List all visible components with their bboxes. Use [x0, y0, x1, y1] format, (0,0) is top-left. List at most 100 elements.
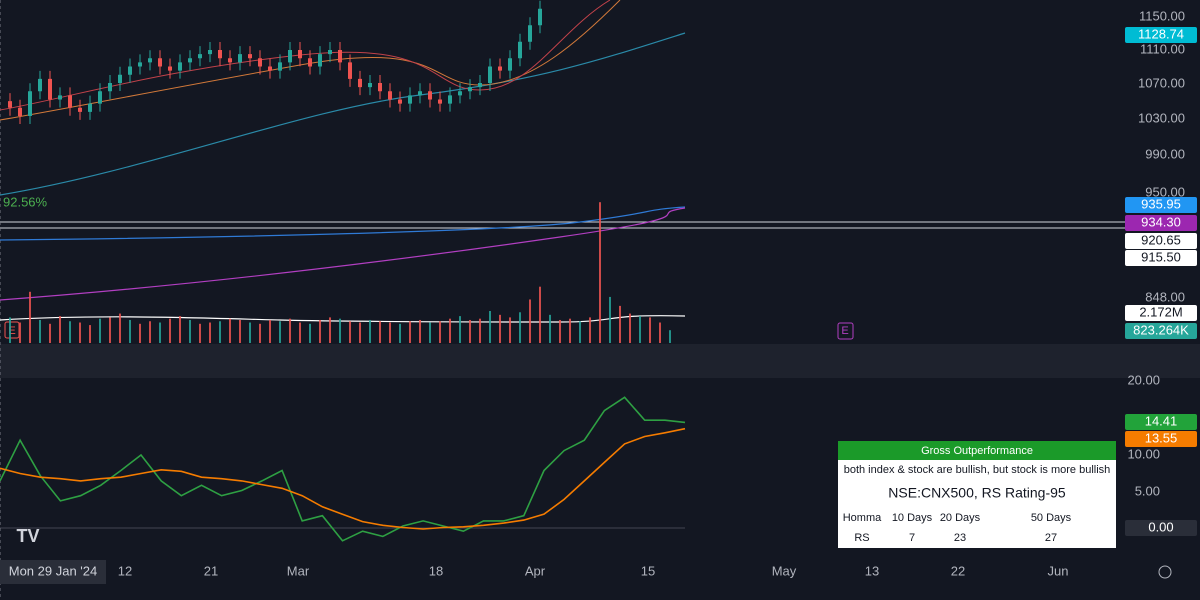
candle-body [138, 62, 142, 67]
osc-tick: 10.00 [1127, 446, 1160, 461]
table-cell: 7 [909, 532, 915, 544]
volume-bar [459, 316, 461, 343]
volume-bar [429, 322, 431, 343]
time-label: Mar [287, 563, 310, 578]
price-badge-label: 1128.74 [1138, 26, 1184, 41]
volume-bar [109, 317, 111, 343]
price-tick: 1110.00 [1140, 41, 1185, 56]
pane-separator [0, 344, 1200, 378]
candle-body [438, 99, 442, 104]
table-cell: RS [854, 532, 869, 544]
candle-body [108, 83, 112, 92]
price-badge-label: 0.00 [1148, 519, 1173, 534]
candle-body [298, 50, 302, 59]
volume-bar [599, 202, 601, 343]
candle-body [208, 50, 212, 55]
price-badge-label: 920.65 [1141, 232, 1181, 247]
candle-body [98, 91, 102, 104]
volume-bar [639, 316, 641, 343]
candle-body [128, 66, 132, 75]
price-badge-label: 823.264K [1133, 322, 1189, 337]
time-label: 13 [865, 563, 879, 578]
table-note: both index & stock are bullish, but stoc… [844, 464, 1111, 476]
volume-bar [549, 314, 551, 343]
candle-body [28, 91, 32, 116]
price-badge [1125, 250, 1197, 266]
price-badge-label: 14.41 [1145, 413, 1178, 428]
volume-bar [69, 321, 71, 343]
candle-body [358, 78, 362, 88]
volume-bar [669, 330, 671, 343]
candle-body [68, 95, 72, 108]
volume-bar [309, 323, 311, 343]
volume-bar [519, 312, 521, 343]
price-badge-label: 934.30 [1141, 214, 1181, 229]
earnings-label: E [841, 325, 848, 337]
volume-bar [49, 323, 51, 343]
candle-body [328, 50, 332, 55]
time-label: 21 [204, 563, 218, 578]
candle-body [78, 107, 82, 112]
price-badge [1125, 323, 1197, 339]
volume-bar [159, 322, 161, 343]
candle-body [508, 58, 512, 71]
candle-body [528, 25, 532, 42]
time-label: Jun [1048, 563, 1069, 578]
price-badge [1125, 431, 1197, 447]
volume-bar [629, 313, 631, 343]
volume-bar [79, 322, 81, 343]
volume-bar [149, 321, 151, 343]
cursor-date-box [0, 560, 106, 584]
candle-body [148, 58, 152, 63]
volume-bar [19, 322, 21, 343]
volume-bar [219, 321, 221, 343]
volume-bar [369, 319, 371, 343]
candle-body [318, 54, 322, 67]
price-badge-label: 2.172M [1139, 304, 1182, 319]
volume-bar [9, 317, 11, 343]
table-header-cell: 20 Days [940, 512, 981, 524]
candle-body [8, 101, 12, 108]
candle-body [58, 95, 62, 100]
time-label: Apr [525, 563, 546, 578]
volume-bar [479, 318, 481, 343]
price-tick: 950.00 [1145, 184, 1185, 199]
candle-body [218, 50, 222, 59]
volume-bar [229, 318, 231, 343]
volume-bar [169, 318, 171, 343]
volume-average [0, 315, 686, 323]
candle-body [428, 91, 432, 100]
table-title: Gross Outperformance [921, 445, 1033, 457]
moving-average [0, 32, 686, 196]
candle-body [278, 62, 282, 71]
table-header-cell: 50 Days [1031, 512, 1072, 524]
volume-bar [509, 317, 511, 343]
percent-label: 92.56% [3, 194, 48, 209]
volume-bar [499, 314, 501, 343]
volume-bar [569, 318, 571, 343]
volume-bar [589, 317, 591, 343]
price-tick: 1150.00 [1139, 8, 1185, 23]
volume-bar [269, 319, 271, 343]
volume-bar [99, 318, 101, 343]
moving-average [0, 0, 621, 121]
candle-body [88, 103, 92, 112]
volume-bar [59, 316, 61, 343]
price-badge [1125, 215, 1197, 231]
candle-body [248, 54, 252, 59]
candle-body [518, 41, 522, 59]
volume-bar [419, 319, 421, 343]
settings-icon[interactable] [1158, 565, 1172, 579]
time-label: 12 [118, 563, 132, 578]
volume-bar [579, 321, 581, 343]
candle-body [288, 50, 292, 63]
osc-tick: 5.00 [1135, 483, 1160, 498]
osc-tick: 20.00 [1127, 372, 1160, 387]
price-tick: 848.00 [1145, 289, 1185, 304]
candle-body [538, 8, 542, 26]
volume-bar [189, 319, 191, 343]
volume-bar [209, 322, 211, 343]
candle-body [188, 58, 192, 63]
volume-bar [359, 322, 361, 343]
